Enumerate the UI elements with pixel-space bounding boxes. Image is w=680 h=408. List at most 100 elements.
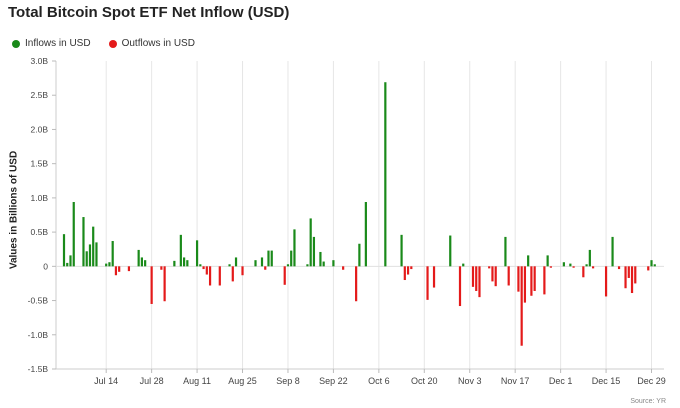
outflow-bar[interactable] <box>118 266 121 272</box>
inflow-bar[interactable] <box>462 263 465 267</box>
inflow-bar[interactable] <box>322 261 325 267</box>
outflow-bar[interactable] <box>218 266 221 286</box>
inflow-bar[interactable] <box>569 263 572 267</box>
inflow-bar[interactable] <box>364 202 367 267</box>
outflow-bar[interactable] <box>127 266 131 272</box>
inflow-bar[interactable] <box>585 264 588 267</box>
outflow-bar[interactable] <box>150 266 153 304</box>
outflow-bar[interactable] <box>458 266 462 307</box>
outflow-bar[interactable] <box>114 266 118 276</box>
outflow-bar[interactable] <box>549 266 552 268</box>
inflow-bar[interactable] <box>108 262 111 267</box>
outflow-bar[interactable] <box>604 266 608 297</box>
outflow-bar[interactable] <box>617 266 621 270</box>
outflow-bar[interactable] <box>478 266 481 298</box>
outflow-bar[interactable] <box>208 266 212 286</box>
inflow-bar[interactable] <box>358 243 361 267</box>
inflow-bar[interactable] <box>312 236 316 267</box>
outflow-bar[interactable] <box>507 266 510 286</box>
inflow-bar[interactable] <box>306 264 309 267</box>
outflow-bar[interactable] <box>471 266 475 287</box>
inflow-bar[interactable] <box>105 263 108 267</box>
outflow-bar[interactable] <box>202 266 205 270</box>
inflow-bar[interactable] <box>92 226 95 267</box>
inflow-bar[interactable] <box>111 241 114 267</box>
inflow-bar[interactable] <box>95 242 98 267</box>
inflow-bar[interactable] <box>588 249 591 267</box>
outflow-bar[interactable] <box>163 266 166 302</box>
inflow-bar[interactable] <box>270 250 273 267</box>
outflow-bar[interactable] <box>523 266 527 303</box>
inflow-bar[interactable] <box>611 236 614 267</box>
inflow-bar[interactable] <box>562 262 565 267</box>
outflow-bar[interactable] <box>264 266 267 270</box>
inflow-bar[interactable] <box>72 202 75 267</box>
legend-item-outflows[interactable]: Outflows in USD <box>108 38 195 49</box>
inflow-bar[interactable] <box>85 251 88 267</box>
inflow-bar[interactable] <box>173 260 176 267</box>
inflow-bar[interactable] <box>186 260 189 267</box>
inflow-bar[interactable] <box>179 234 182 267</box>
outflow-bar[interactable] <box>432 266 436 288</box>
outflow-bar[interactable] <box>582 266 585 278</box>
inflow-bar[interactable] <box>653 264 656 267</box>
inflow-bar[interactable] <box>400 234 403 267</box>
legend-item-inflows[interactable]: Inflows in USD <box>12 38 91 49</box>
inflow-bar[interactable] <box>183 257 186 267</box>
outflow-bar[interactable] <box>634 266 637 284</box>
outflow-bar[interactable] <box>494 266 497 287</box>
inflow-bar[interactable] <box>199 264 202 267</box>
inflow-bar[interactable] <box>234 257 238 267</box>
inflow-bar[interactable] <box>137 249 140 267</box>
inflow-bar[interactable] <box>144 260 147 267</box>
outflow-bar[interactable] <box>624 266 627 289</box>
inflow-bar[interactable] <box>286 264 290 267</box>
inflow-bar[interactable] <box>546 255 549 267</box>
outflow-bar[interactable] <box>205 266 208 275</box>
outflow-bar[interactable] <box>520 266 523 346</box>
outflow-bar[interactable] <box>403 266 406 281</box>
outflow-bar[interactable] <box>491 266 494 282</box>
inflow-bar[interactable] <box>260 257 264 267</box>
outflow-bar[interactable] <box>530 266 533 296</box>
outflow-bar[interactable] <box>630 266 634 294</box>
outflow-bar[interactable] <box>591 266 595 269</box>
outflow-bar[interactable] <box>488 266 491 269</box>
outflow-bar[interactable] <box>533 266 536 291</box>
inflow-bar[interactable] <box>267 250 270 267</box>
inflow-bar[interactable] <box>504 236 507 267</box>
inflow-bar[interactable] <box>332 260 335 267</box>
outflow-bar[interactable] <box>627 266 630 278</box>
inflow-bar[interactable] <box>309 218 312 267</box>
outflow-bar[interactable] <box>355 266 358 302</box>
inflow-bar[interactable] <box>384 82 387 267</box>
inflow-bar[interactable] <box>650 260 653 267</box>
inflow-bar[interactable] <box>527 255 530 267</box>
inflow-bar[interactable] <box>319 251 322 267</box>
inflow-bar[interactable] <box>66 262 69 267</box>
outflow-bar[interactable] <box>647 266 650 271</box>
outflow-bar[interactable] <box>475 266 478 291</box>
outflow-bar[interactable] <box>342 266 345 270</box>
inflow-bar[interactable] <box>228 264 231 267</box>
outflow-bar[interactable] <box>231 266 234 282</box>
outflow-bar[interactable] <box>283 266 286 285</box>
outflow-bar[interactable] <box>426 266 429 300</box>
inflow-bar[interactable] <box>290 250 293 267</box>
inflow-bar[interactable] <box>140 257 143 267</box>
outflow-bar[interactable] <box>410 266 413 270</box>
inflow-bar[interactable] <box>195 240 199 267</box>
inflow-bar[interactable] <box>293 229 296 267</box>
inflow-bar[interactable] <box>449 235 452 267</box>
outflow-bar[interactable] <box>241 266 244 276</box>
inflow-bar[interactable] <box>254 260 257 267</box>
outflow-bar[interactable] <box>517 266 520 292</box>
inflow-bar[interactable] <box>82 217 85 267</box>
inflow-bar[interactable] <box>62 234 66 267</box>
outflow-bar[interactable] <box>572 266 575 268</box>
outflow-bar[interactable] <box>160 266 163 270</box>
inflow-bar[interactable] <box>88 244 92 267</box>
outflow-bar[interactable] <box>406 266 410 275</box>
outflow-bar[interactable] <box>543 266 546 295</box>
inflow-bar[interactable] <box>69 255 72 267</box>
